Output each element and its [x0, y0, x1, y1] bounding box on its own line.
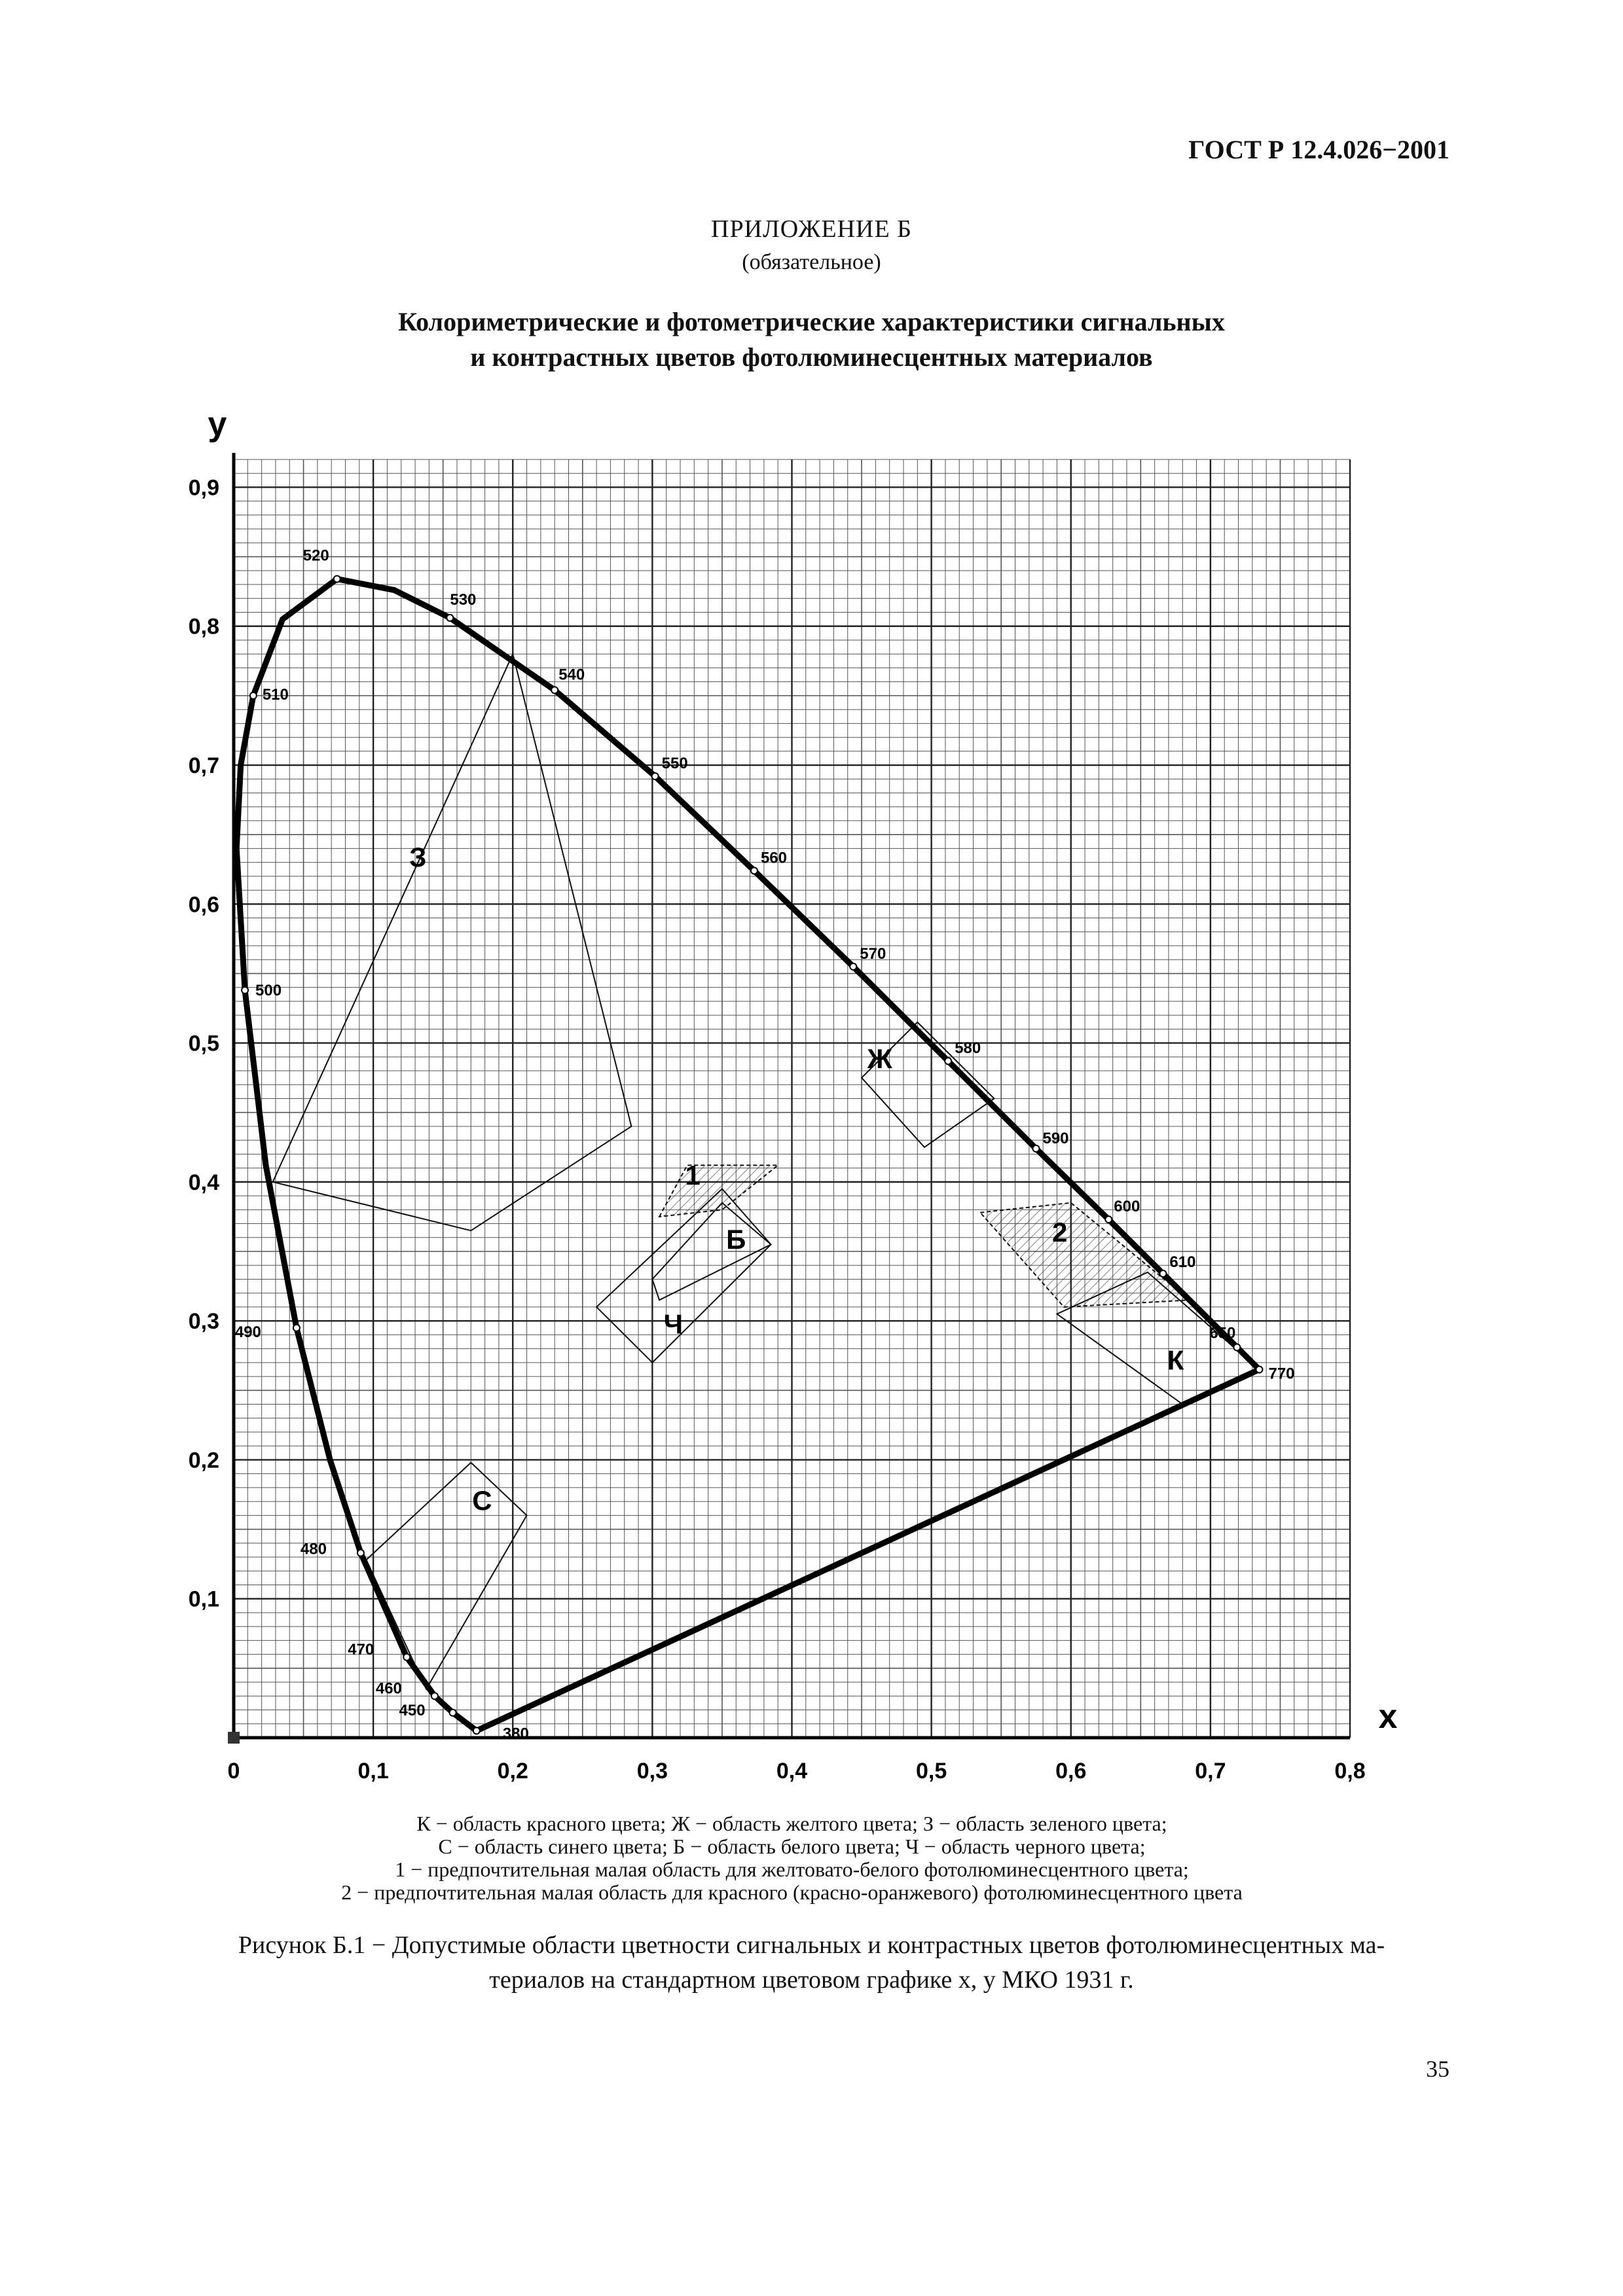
- wavelength-label: 490: [235, 1323, 261, 1341]
- wavelength-point: [1233, 1343, 1241, 1352]
- wavelength-point: [333, 575, 341, 583]
- x-tick-label: 0,5: [916, 1759, 947, 1784]
- wavelength-point: [1255, 1365, 1264, 1374]
- wavelength-point: [448, 1708, 457, 1717]
- appendix-title: ПРИЛОЖЕНИЕ Б: [711, 215, 912, 243]
- x-tick-label: 0,7: [1195, 1759, 1226, 1784]
- y-tick-label: 0,3: [189, 1309, 219, 1334]
- wavelength-label: 520: [303, 547, 329, 565]
- legend-line-3: 1 − предпочтительная малая область для ж…: [395, 1857, 1189, 1881]
- wavelength-point: [249, 691, 257, 700]
- wavelength-label: 500: [255, 982, 282, 999]
- region-label: 1: [685, 1160, 701, 1191]
- line-of-purples: [473, 1366, 1262, 1734]
- appendix-heading-line-2: и контрастных цветов фотолюминесцентных …: [470, 342, 1153, 372]
- spectral-locus-curve: [233, 576, 1262, 1734]
- region-label: Б: [726, 1224, 746, 1255]
- legend-line-4: 2 − предпочтительная малая область для к…: [341, 1880, 1243, 1904]
- wavelength-label: 470: [348, 1641, 374, 1659]
- region-С: [365, 1462, 528, 1691]
- legend-line-1: К − область красного цвета; Ж − область …: [416, 1812, 1167, 1835]
- standard-number: ГОСТ Р 12.4.026−2001: [1188, 135, 1450, 164]
- wavelength-label: 460: [376, 1679, 402, 1697]
- region-label: С: [472, 1485, 492, 1516]
- wavelength-point: [430, 1692, 439, 1700]
- wavelength-label: 650: [1209, 1324, 1235, 1342]
- y-tick-label: 0,2: [189, 1448, 219, 1473]
- wavelength-label: 590: [1042, 1130, 1068, 1147]
- wavelength-point: [356, 1549, 365, 1557]
- page-number: 35: [1426, 2056, 1450, 2082]
- x-tick-label: 0,8: [1334, 1759, 1365, 1784]
- wavelength-point: [551, 686, 559, 694]
- wavelength-label: 550: [662, 755, 688, 772]
- wavelength-label: 450: [399, 1702, 426, 1719]
- figure-caption-line-1: Рисунок Б.1 − Допустимые области цветнос…: [238, 1931, 1385, 1959]
- region-1: [658, 1164, 780, 1218]
- x-tick-label: 0,1: [357, 1759, 388, 1784]
- x-tick-label: 0: [228, 1759, 240, 1784]
- figure-caption-line-2: териалов на стандартном цветовом графике…: [489, 1966, 1134, 1994]
- x-axis-label: x: [1379, 1698, 1398, 1736]
- wavelength-label: 770: [1268, 1365, 1294, 1382]
- region-label: З: [409, 842, 426, 872]
- wavelength-label: 530: [450, 591, 476, 609]
- wavelength-label: 510: [263, 686, 289, 704]
- wavelength-point: [1032, 1144, 1040, 1153]
- wavelength-point: [292, 1323, 301, 1332]
- x-tick-label: 0,6: [1055, 1759, 1086, 1784]
- wavelength-point: [446, 614, 454, 622]
- wavelength-label: 570: [860, 945, 886, 963]
- region-label: Ч: [664, 1308, 684, 1339]
- wavelength-point: [241, 986, 249, 994]
- y-tick-label: 0,9: [189, 475, 219, 500]
- wavelength-point: [849, 962, 858, 971]
- wavelength-point: [472, 1727, 481, 1735]
- y-tick-label: 0,4: [189, 1170, 219, 1195]
- y-tick-label: 0,8: [189, 615, 219, 639]
- wavelength-point: [1159, 1269, 1167, 1278]
- y-tick-label: 0,7: [189, 753, 219, 778]
- wavelength-point: [1104, 1215, 1113, 1224]
- wavelength-label: 600: [1114, 1198, 1140, 1215]
- wavelength-point: [403, 1653, 411, 1661]
- regions: З С Ж К Б Ч 1 2: [272, 652, 1261, 1691]
- wavelength-label: 560: [761, 849, 787, 867]
- wavelength-label: 480: [301, 1541, 327, 1558]
- spectral-locus: [233, 576, 1262, 1734]
- wavelength-markers: 380 450 460 470 480 490 500 510 520 530 540 550 560 5…: [235, 547, 1295, 1743]
- wavelength-label: 580: [955, 1039, 981, 1057]
- wavelength-label: 380: [503, 1725, 529, 1742]
- x-tick-label: 0,2: [498, 1759, 528, 1784]
- appendix-note: (обязательное): [742, 250, 881, 274]
- y-tick-label: 0,5: [189, 1031, 219, 1056]
- axes: [228, 453, 1350, 1744]
- region-label: 2: [1052, 1217, 1067, 1247]
- wavelength-point: [750, 867, 758, 875]
- x-tick-label: 0,3: [637, 1759, 668, 1784]
- wavelength-label: 540: [558, 666, 585, 683]
- legend-line-2: С − область синего цвета; Б − область бе…: [438, 1835, 1146, 1858]
- wavelength-label: 610: [1169, 1253, 1195, 1271]
- region-2: [979, 1202, 1192, 1308]
- tick-labels: 0 0,1 0,2 0,3 0,4 0,5 0,6 0,7 0,8 0,1 0,2 0,3 0,4 0,5…: [189, 475, 1366, 1784]
- appendix-heading-line-1: Колориметрические и фотометрические хара…: [398, 307, 1225, 336]
- wavelength-point: [651, 772, 659, 781]
- region-З: [272, 652, 632, 1232]
- x-tick-label: 0,4: [776, 1759, 807, 1784]
- y-tick-label: 0,1: [189, 1587, 219, 1612]
- y-axis-label: y: [208, 405, 227, 443]
- chromaticity-chart: З С Ж К Б Ч 1 2 0 0,1 0,2 0,3 0,4 0,5 0,6 0,7 0,8 0,1 0,2…: [189, 405, 1398, 1784]
- y-tick-label: 0,6: [189, 892, 219, 917]
- wavelength-point: [944, 1057, 953, 1066]
- region-label: К: [1167, 1344, 1184, 1375]
- region-Ч: [595, 1188, 772, 1364]
- region-label: Ж: [867, 1043, 893, 1074]
- origin-marker: [228, 1732, 240, 1744]
- region-Ж: [860, 1021, 996, 1149]
